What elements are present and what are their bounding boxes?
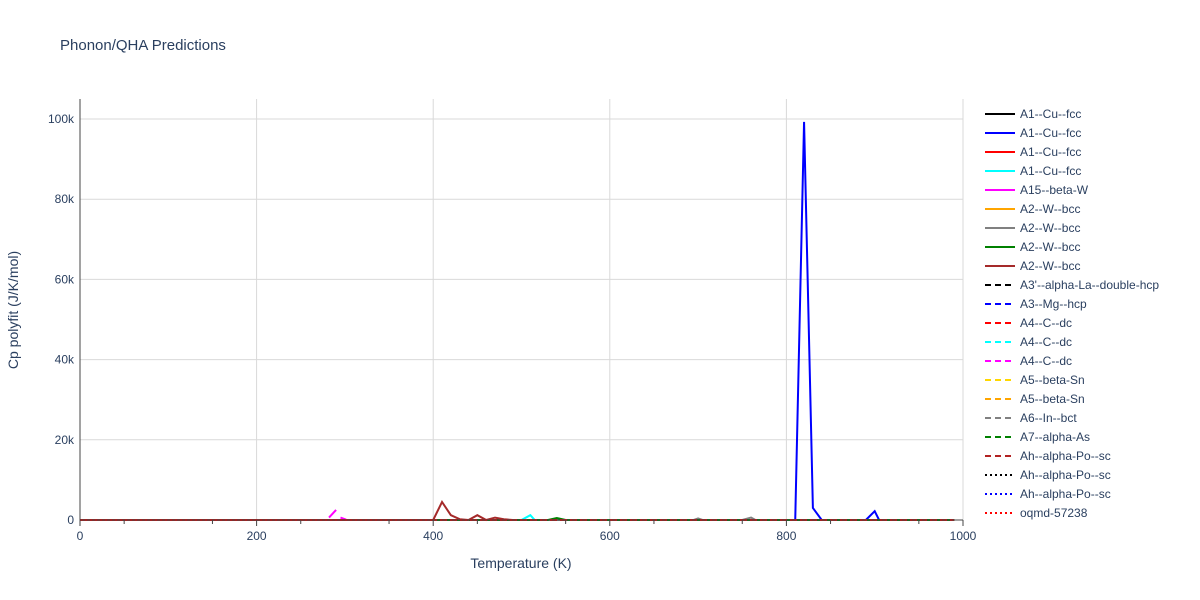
legend-label: A6--In--bct (1020, 411, 1077, 425)
legend-label: A1--Cu--fcc (1020, 126, 1081, 140)
x-tick-label: 800 (776, 529, 796, 543)
legend-label: A1--Cu--fcc (1020, 145, 1081, 159)
chart-title: Phonon/QHA Predictions (60, 37, 226, 54)
x-tick-label: 400 (423, 529, 443, 543)
legend-item[interactable]: Ah--alpha-Po--sc (985, 487, 1111, 501)
legend-label: A1--Cu--fcc (1020, 107, 1081, 121)
legend-item[interactable]: Ah--alpha-Po--sc (985, 468, 1111, 482)
x-tick-label: 0 (77, 529, 84, 543)
legend-label: A2--W--bcc (1020, 221, 1080, 235)
legend-item[interactable]: A4--C--dc (985, 316, 1072, 330)
axes: 0 200 400 600 800 1000 0 20k 40k 60k 80k 100k (48, 99, 977, 543)
x-tick-label: 600 (600, 529, 620, 543)
legend-label: A4--C--dc (1020, 354, 1072, 368)
legend-item[interactable]: A1--Cu--fcc (985, 107, 1081, 121)
legend[interactable]: A1--Cu--fcc A1--Cu--fcc A1--Cu--fcc A1--Cu-… (985, 107, 1159, 520)
y-tick-label: 80k (55, 192, 75, 206)
plot-area (80, 121, 955, 522)
legend-item[interactable]: A7--alpha-As (985, 430, 1090, 444)
x-tick-label: 1000 (950, 529, 977, 543)
y-axis-label: Cp polyfit (J/K/mol) (5, 251, 21, 369)
series-line (328, 509, 337, 519)
legend-item[interactable]: A5--beta-Sn (985, 373, 1085, 387)
legend-label: A4--C--dc (1020, 335, 1072, 349)
y-tick-label: 100k (48, 112, 75, 126)
grid (80, 99, 964, 520)
legend-item[interactable]: A6--In--bct (985, 411, 1077, 425)
legend-label: A15--beta-W (1020, 183, 1089, 197)
y-tick-label: 60k (55, 272, 75, 286)
series-line (80, 499, 513, 522)
legend-item[interactable]: A2--W--bcc (985, 202, 1080, 216)
legend-label: Ah--alpha-Po--sc (1020, 449, 1111, 463)
legend-item[interactable]: A1--Cu--fcc (985, 164, 1081, 178)
legend-label: A7--alpha-As (1020, 430, 1090, 444)
legend-label: A4--C--dc (1020, 316, 1072, 330)
legend-label: A2--W--bcc (1020, 240, 1080, 254)
legend-item[interactable]: A4--C--dc (985, 335, 1072, 349)
legend-item[interactable]: Ah--alpha-Po--sc (985, 449, 1111, 463)
y-tick-label: 40k (55, 353, 75, 367)
legend-label: A3--Mg--hcp (1020, 297, 1087, 311)
legend-label: A5--beta-Sn (1020, 392, 1085, 406)
legend-item[interactable]: A3'--alpha-La--double-hcp (985, 278, 1159, 292)
legend-label: A5--beta-Sn (1020, 373, 1085, 387)
legend-label: A1--Cu--fcc (1020, 164, 1081, 178)
legend-item[interactable]: A2--W--bcc (985, 221, 1080, 235)
x-tick-label: 200 (247, 529, 267, 543)
legend-label: Ah--alpha-Po--sc (1020, 468, 1111, 482)
legend-item[interactable]: A15--beta-W (985, 183, 1089, 197)
legend-item[interactable]: A1--Cu--fcc (985, 145, 1081, 159)
series-line (80, 121, 955, 521)
legend-item[interactable]: A1--Cu--fcc (985, 126, 1081, 140)
x-axis-label: Temperature (K) (470, 555, 571, 571)
legend-item[interactable]: A4--C--dc (985, 354, 1072, 368)
y-tick-label: 0 (67, 513, 74, 527)
legend-label: A3'--alpha-La--double-hcp (1020, 278, 1159, 292)
legend-label: Ah--alpha-Po--sc (1020, 487, 1111, 501)
legend-item[interactable]: oqmd-57238 (985, 506, 1088, 520)
y-tick-label: 20k (55, 433, 75, 447)
legend-item[interactable]: A2--W--bcc (985, 240, 1080, 254)
legend-item[interactable]: A2--W--bcc (985, 259, 1080, 273)
legend-item[interactable]: A3--Mg--hcp (985, 297, 1087, 311)
legend-label: A2--W--bcc (1020, 202, 1080, 216)
legend-label: oqmd-57238 (1020, 506, 1088, 520)
legend-label: A2--W--bcc (1020, 259, 1080, 273)
legend-item[interactable]: A5--beta-Sn (985, 392, 1085, 406)
